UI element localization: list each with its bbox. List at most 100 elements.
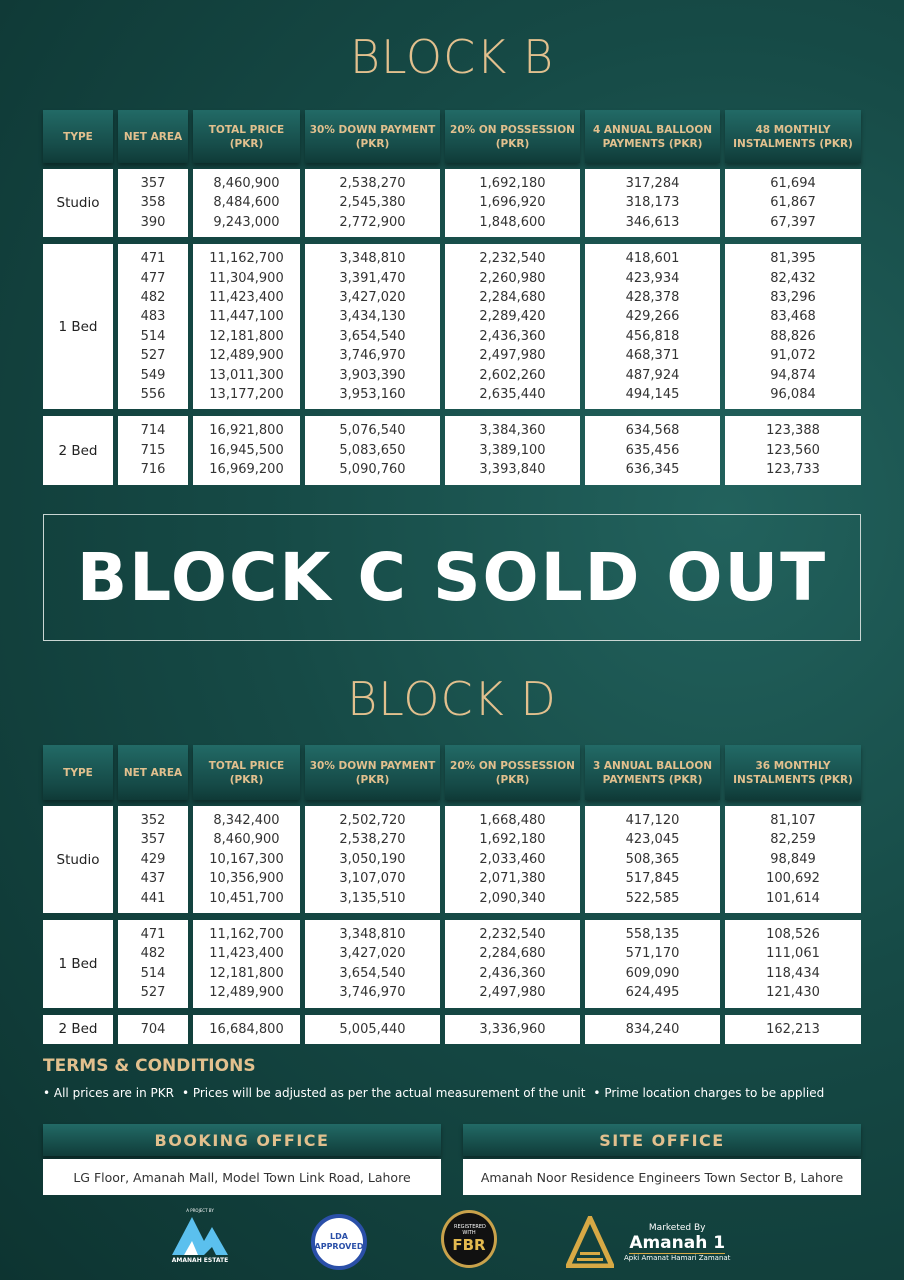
table-cell: 346,613: [625, 214, 680, 230]
table-cell: 2,635,440: [479, 387, 546, 403]
table-cell: 3,384,360: [479, 423, 546, 439]
block-c-sold-out-banner: BLOCK C SOLD OUT: [43, 514, 861, 641]
table-cell: 3,953,160: [339, 387, 406, 403]
table-cell: 636,345: [625, 462, 680, 478]
site-office-address: Amanah Noor Residence Engineers Town Sec…: [463, 1159, 861, 1195]
table-cell: 1,848,600: [479, 214, 546, 230]
table-cell: 714: [140, 423, 166, 439]
block-d-title: BLOCK D: [347, 672, 557, 726]
unit-type-cell: 1 Bed: [43, 920, 113, 1008]
value-column: 11,162,700 11,304,900 11,423,400 11,447,100…: [193, 244, 300, 410]
table-cell: 2,772,900: [339, 214, 406, 230]
table-cell: 2,033,460: [479, 851, 546, 867]
column-header: TYPE: [43, 745, 113, 800]
table-cell: 8,342,400: [213, 813, 280, 828]
table-cell: 81,395: [770, 251, 816, 267]
table-cell: 423,934: [625, 270, 680, 286]
table-cell: 82,432: [770, 270, 816, 286]
value-column: 8,342,400 8,460,900 10,167,300 10,356,900 10…: [193, 806, 300, 914]
table-cell: 494,145: [625, 387, 680, 403]
value-column: 123,388 123,560 123,733: [725, 416, 861, 485]
table-cell: 508,365: [625, 851, 680, 867]
booking-office: BOOKING OFFICE LG Floor, Amanah Mall, Mo…: [43, 1124, 441, 1195]
value-column: 834,240: [585, 1014, 720, 1045]
table-cell: 527: [140, 348, 166, 364]
value-column: 2,232,540 2,260,980 2,284,680 2,289,420 2,43…: [445, 244, 580, 410]
logo-name: AMANAH ESTATE: [171, 1257, 229, 1264]
table-cell: 5,005,440: [339, 1021, 406, 1037]
table-cell: 123,388: [766, 423, 820, 439]
value-column: 162,213: [725, 1014, 861, 1045]
table-cell: 571,170: [625, 946, 680, 962]
amanah1-name: Amanah 1: [629, 1232, 726, 1254]
unit-type-cell: 2 Bed: [43, 1014, 113, 1045]
column-header: 3 ANNUAL BALLOON PAYMENTS (PKR): [585, 745, 720, 800]
column-header: 20% ON POSSESSION (PKR): [445, 110, 580, 163]
table-cell: 2,232,540: [479, 251, 546, 267]
table-cell: 482: [140, 946, 166, 962]
table-cell: 517,845: [625, 871, 680, 887]
table-cell: 123,733: [766, 462, 820, 478]
table-cell: 5,076,540: [339, 423, 406, 439]
value-column: 352 357 429 437 441: [118, 806, 188, 914]
table-cell: 635,456: [625, 442, 680, 458]
logo-caption: A PROJECT BY: [186, 1208, 214, 1213]
table-cell: 10,451,700: [209, 890, 284, 906]
table-cell: 83,296: [770, 290, 816, 306]
table-cell: 2,284,680: [479, 946, 546, 962]
value-column: 11,162,700 11,423,400 12,181,800 12,489,900: [193, 920, 300, 1008]
table-cell: 3,389,100: [479, 442, 546, 458]
table-cell: 634,568: [625, 423, 680, 439]
column-header: NET AREA: [118, 110, 188, 163]
table-cell: 5,090,760: [339, 462, 406, 478]
table-cell: 88,826: [770, 328, 816, 344]
value-column: 558,135 571,170 609,090 624,495: [585, 920, 720, 1008]
unit-type-cell: Studio: [43, 169, 113, 238]
value-column: 81,395 82,432 83,296 83,468 88,826 91,072 94,8…: [725, 244, 861, 410]
site-office: SITE OFFICE Amanah Noor Residence Engine…: [463, 1124, 861, 1195]
value-column: 16,921,800 16,945,500 16,969,200: [193, 416, 300, 485]
value-column: 1,692,180 1,696,920 1,848,600: [445, 169, 580, 238]
value-column: 2,538,270 2,545,380 2,772,900: [305, 169, 440, 238]
table-cell: 96,084: [770, 387, 816, 403]
value-column: 108,526 111,061 118,434 121,430: [725, 920, 861, 1008]
table-cell: 91,072: [770, 348, 816, 364]
table-cell: 2,545,380: [339, 195, 406, 211]
column-header: NET AREA: [118, 745, 188, 800]
table-cell: 1,696,920: [479, 195, 546, 211]
table-cell: 61,867: [770, 195, 816, 211]
table-cell: 94,874: [770, 367, 816, 383]
table-cell: 5,083,650: [339, 442, 406, 458]
table-cell: 2,602,260: [479, 367, 546, 383]
value-column: 3,348,810 3,427,020 3,654,540 3,746,970: [305, 920, 440, 1008]
value-column: 3,336,960: [445, 1014, 580, 1045]
mountain-logo-icon: [172, 1217, 228, 1255]
table-cell: 8,484,600: [213, 195, 280, 211]
table-cell: 2,436,360: [479, 965, 546, 981]
value-column: 714 715 716: [118, 416, 188, 485]
table-cell: 3,391,470: [339, 270, 406, 286]
fbr-seal-icon: REGISTERED WITH FBR: [441, 1210, 497, 1268]
terms-title: TERMS & CONDITIONS: [43, 1056, 256, 1076]
unit-type-group: 1 Bed 471 477 482 483 514 527 549 556 11,162,700 1…: [43, 244, 861, 410]
tagline: Apki Amanat Hamari Zamanat: [624, 1253, 731, 1262]
triangle-logo-icon: [566, 1216, 614, 1268]
table-cell: 429: [140, 851, 166, 867]
booking-office-title: BOOKING OFFICE: [43, 1124, 441, 1156]
value-column: 5,005,440: [305, 1014, 440, 1045]
unit-type-group: 2 Bed 714 715 716 16,921,800 16,945,500 16,969…: [43, 416, 861, 485]
table-cell: 16,684,800: [209, 1021, 284, 1037]
amanah1-logo: Marketed By Amanah 1 Apki Amanat Hamari …: [566, 1216, 730, 1268]
table-cell: 12,489,900: [209, 985, 284, 1001]
term-item: • Prime location charges to be applied: [593, 1086, 825, 1100]
table-cell: 2,538,270: [339, 176, 406, 191]
table-cell: 317,284: [625, 176, 680, 191]
table-cell: 3,427,020: [339, 290, 406, 306]
table-cell: 3,348,810: [339, 927, 406, 943]
table-cell: 3,050,190: [339, 851, 406, 867]
table-cell: 357: [140, 176, 166, 191]
table-cell: 3,434,130: [339, 309, 406, 325]
table-cell: 514: [140, 328, 166, 344]
table-cell: 11,423,400: [209, 290, 284, 306]
table-cell: 318,173: [625, 195, 680, 211]
